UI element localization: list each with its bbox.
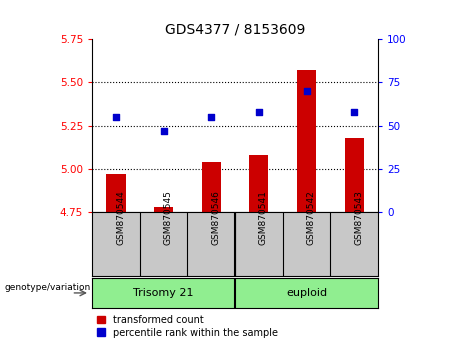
Text: GSM870546: GSM870546 bbox=[211, 190, 220, 245]
Text: GSM870542: GSM870542 bbox=[307, 190, 316, 245]
Bar bbox=[345, 138, 364, 212]
Bar bbox=[297, 70, 316, 212]
Bar bbox=[249, 155, 268, 212]
Title: GDS4377 / 8153609: GDS4377 / 8153609 bbox=[165, 22, 305, 36]
Point bbox=[160, 128, 167, 134]
Text: Trisomy 21: Trisomy 21 bbox=[133, 288, 194, 298]
Point bbox=[207, 114, 215, 120]
Text: genotype/variation: genotype/variation bbox=[5, 283, 91, 292]
Legend: transformed count, percentile rank within the sample: transformed count, percentile rank withi… bbox=[97, 315, 278, 337]
Point bbox=[350, 109, 358, 115]
Text: GSM870541: GSM870541 bbox=[259, 190, 268, 245]
Point bbox=[303, 88, 310, 94]
Bar bbox=[154, 207, 173, 212]
Bar bbox=[106, 174, 125, 212]
Text: GSM870543: GSM870543 bbox=[354, 190, 363, 245]
Text: GSM870545: GSM870545 bbox=[164, 190, 173, 245]
Point bbox=[112, 114, 120, 120]
Text: euploid: euploid bbox=[286, 288, 327, 298]
Text: GSM870544: GSM870544 bbox=[116, 190, 125, 245]
Bar bbox=[202, 162, 221, 212]
Point bbox=[255, 109, 263, 115]
